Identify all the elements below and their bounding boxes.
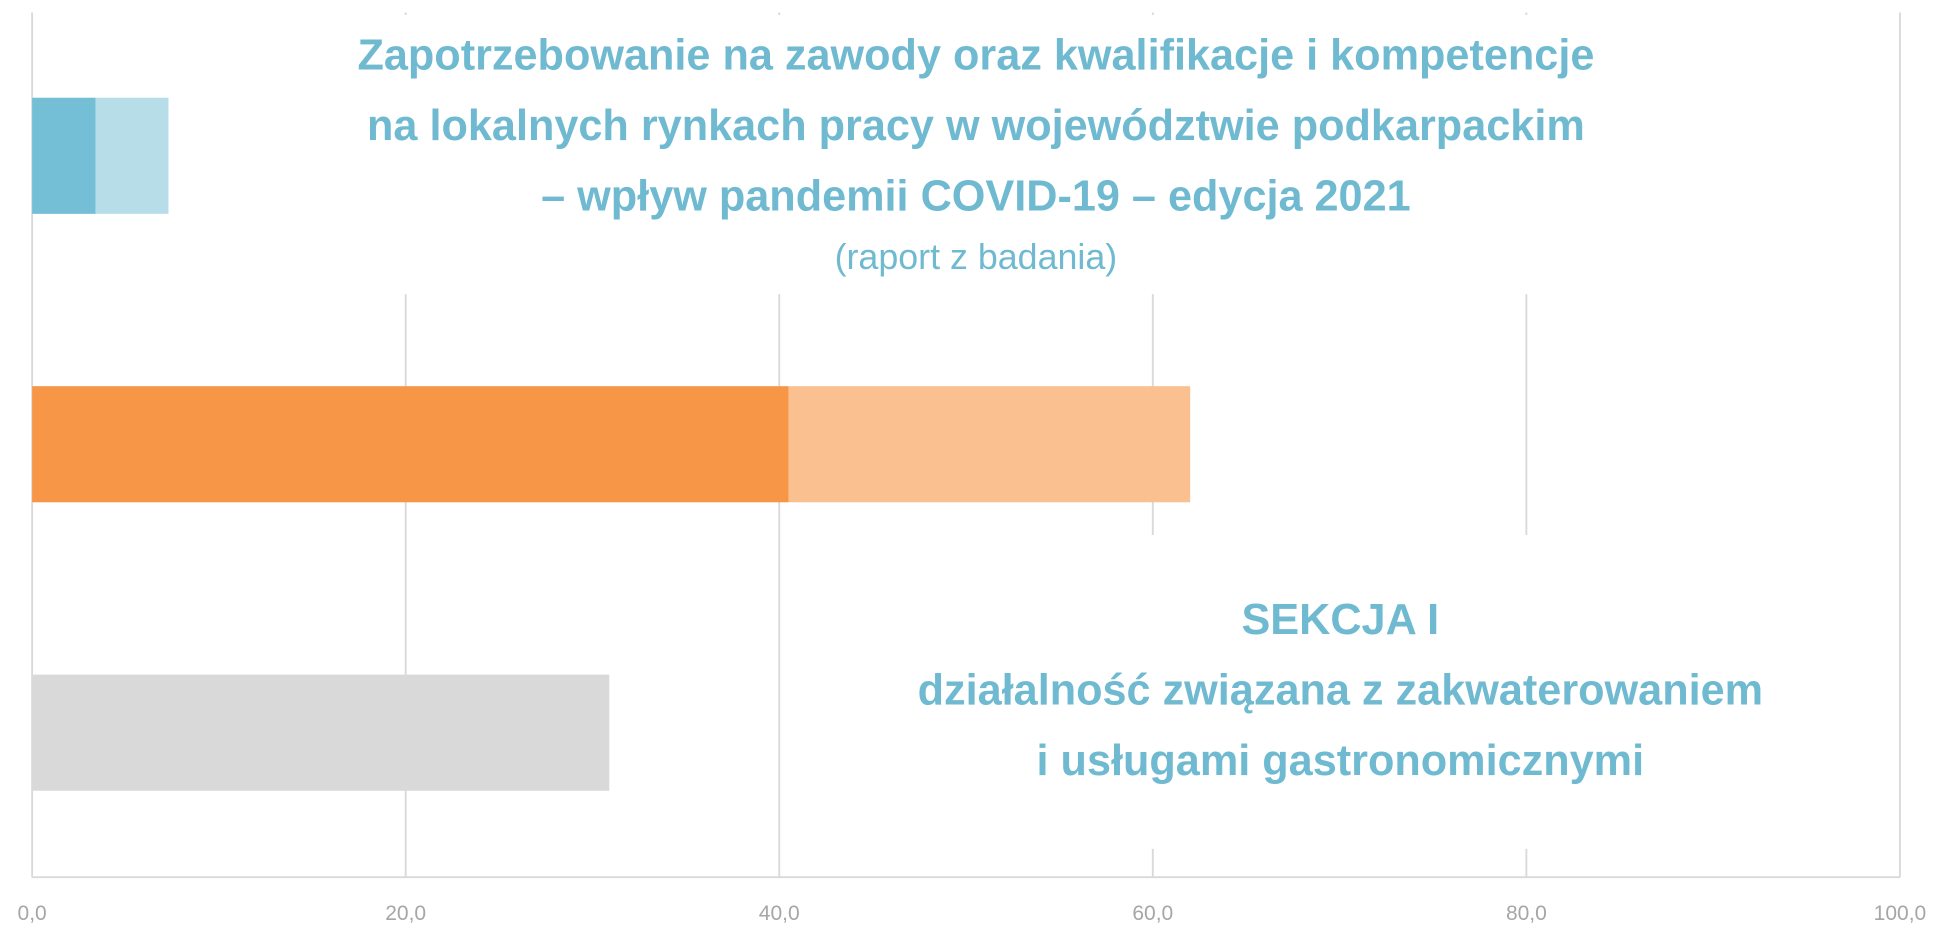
annotation-line: i usługami gastronomicznymi (1037, 737, 1645, 785)
annotation-line: działalność związana z zakwaterowaniem (918, 667, 1763, 715)
bar-segment (32, 386, 789, 503)
bar-segment (32, 674, 610, 791)
title-line: Zapotrzebowanie na zawody oraz kwalifika… (357, 32, 1594, 80)
subtitle: (raport z badania) (835, 237, 1118, 277)
x-tick-label: 0,0 (18, 902, 47, 925)
title-line: na lokalnych rynkach pracy w województwi… (367, 102, 1585, 150)
x-tick-label: 80,0 (1506, 902, 1547, 925)
annotation-line: SEKCJA I (1241, 596, 1439, 644)
title-backdrop (286, 14, 1671, 295)
bar-segment (32, 97, 96, 214)
bar-segment (95, 97, 169, 214)
x-tick-label: 40,0 (759, 902, 800, 925)
bar-segment (788, 386, 1191, 503)
annotation-backdrop (817, 535, 1868, 849)
x-tick-label: 60,0 (1132, 902, 1173, 925)
x-tick-label: 100,0 (1874, 902, 1927, 925)
x-tick-label: 20,0 (385, 902, 426, 925)
title-line: – wpływ pandemii COVID-19 – edycja 2021 (541, 172, 1411, 220)
